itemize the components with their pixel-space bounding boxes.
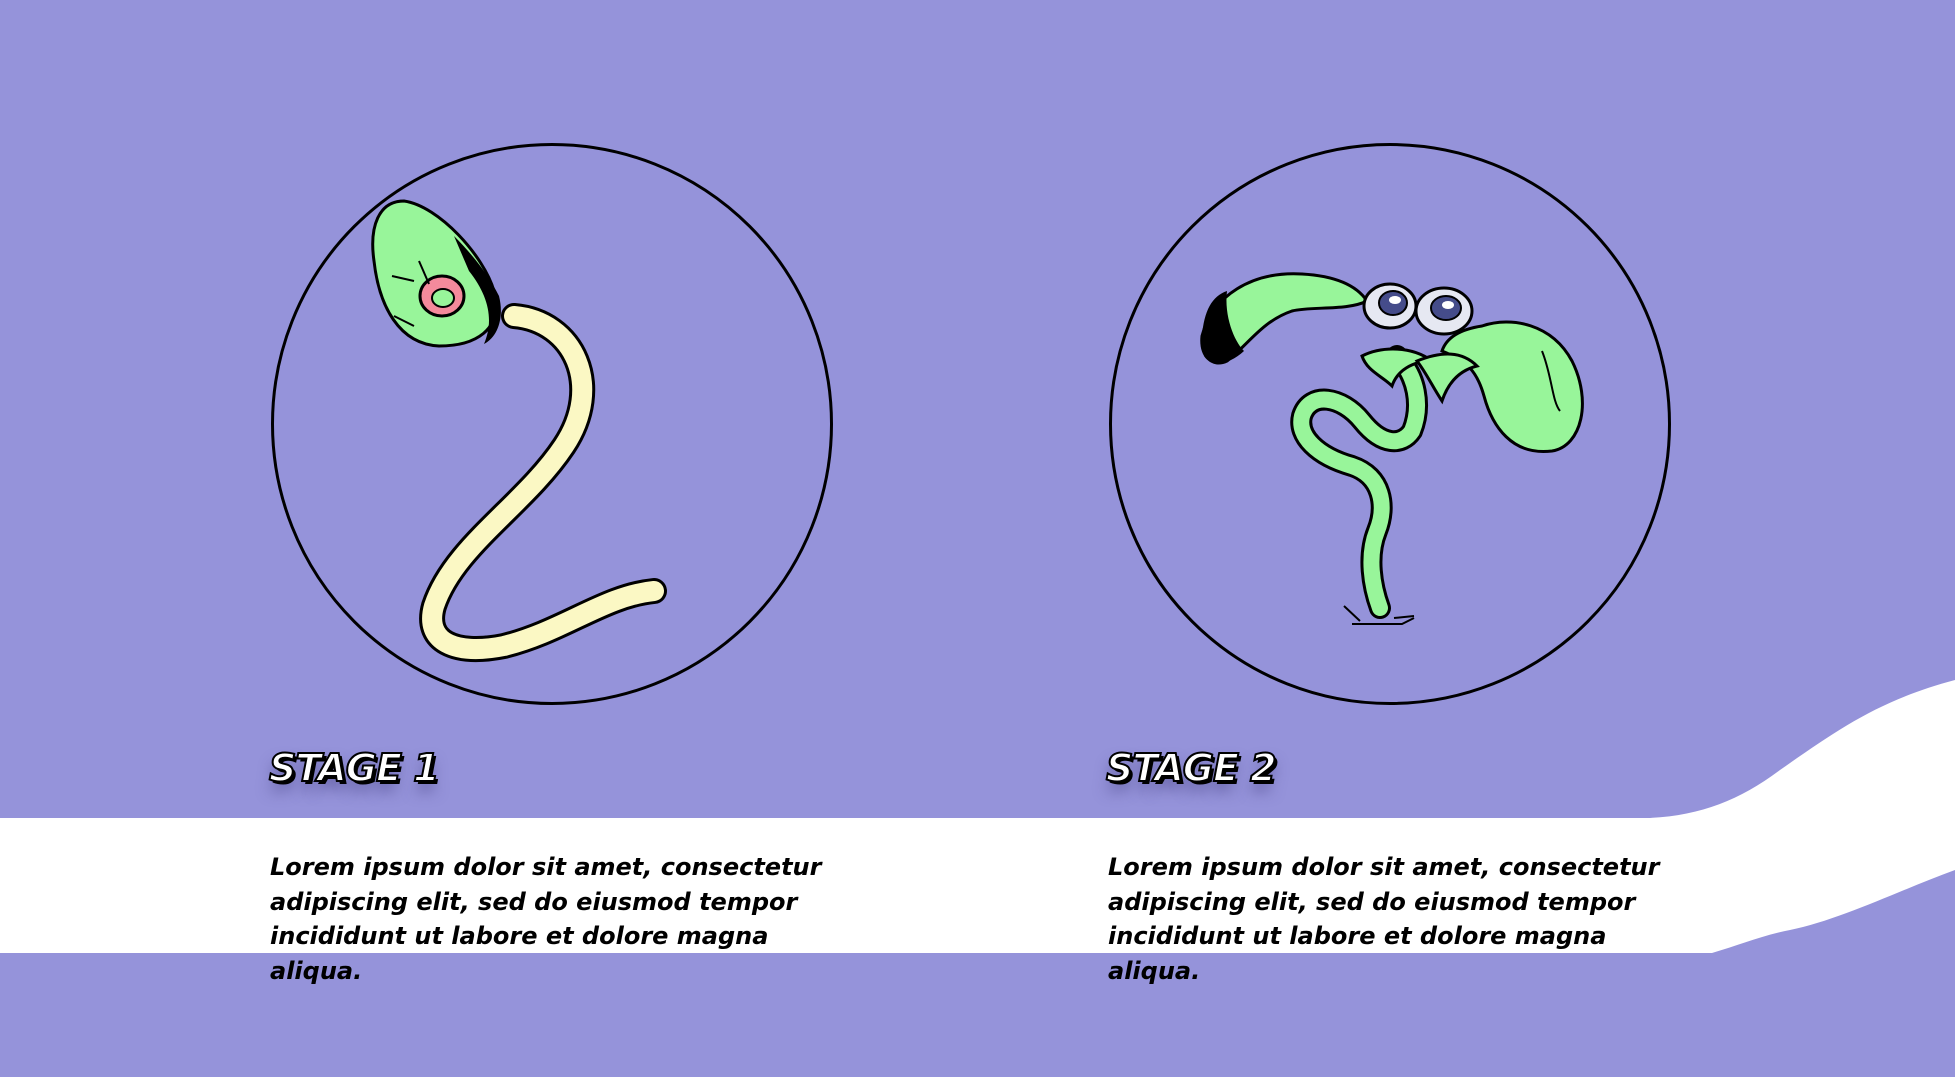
sperm-like-cell-icon (371, 199, 667, 663)
stage-2-title: STAGE 2 (1105, 745, 1278, 791)
stage-1-circle (271, 143, 833, 705)
sprout-creature-icon (1200, 272, 1584, 625)
stage-2-circle (1109, 143, 1671, 705)
stage-2-description: Lorem ipsum dolor sit amet, consectetur … (1108, 853, 1660, 985)
stage-1-title: STAGE 1 (268, 745, 441, 791)
stage-1-description: Lorem ipsum dolor sit amet, consectetur … (270, 853, 822, 985)
